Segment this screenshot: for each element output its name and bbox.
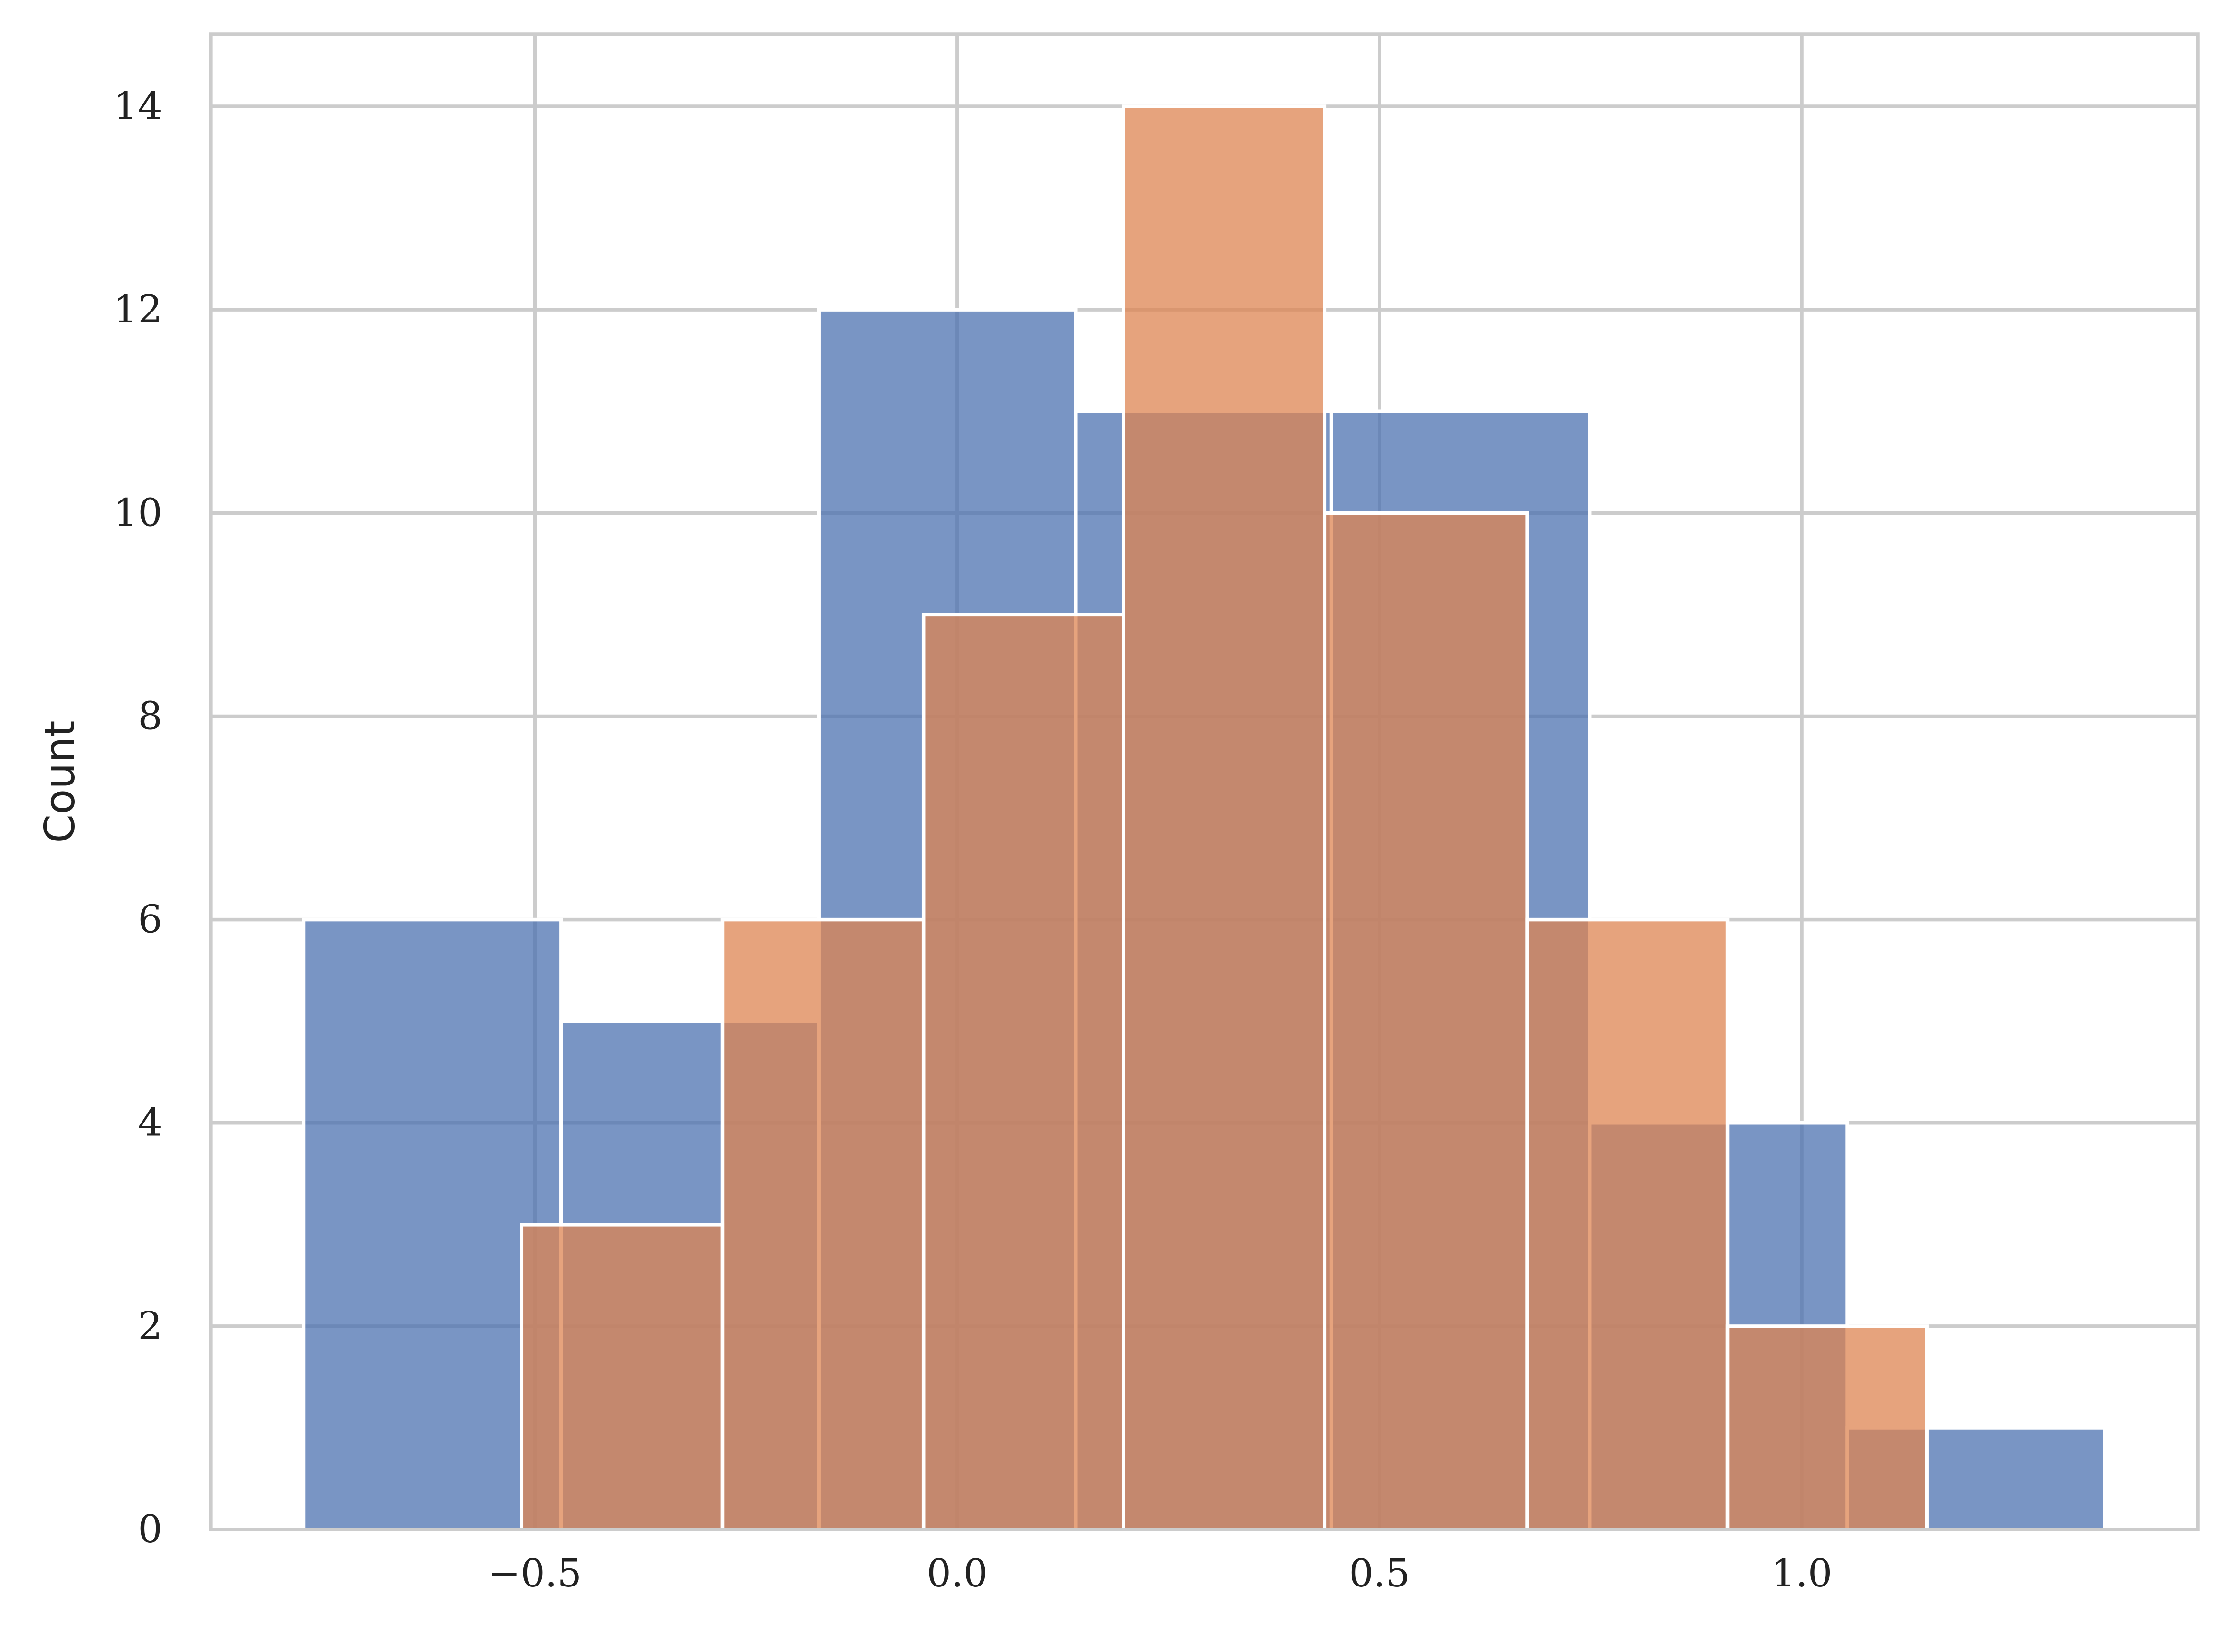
histogram-bar-series-2 xyxy=(720,917,926,1531)
x-tick-label: 0.0 xyxy=(927,1551,988,1596)
y-tick-label: 6 xyxy=(138,897,162,942)
y-axis-label: Count xyxy=(36,720,84,843)
histogram-bar-series-2 xyxy=(520,1223,725,1531)
y-tick-label: 10 xyxy=(113,491,162,535)
y-tick-label: 2 xyxy=(138,1304,162,1349)
histogram-bar-series-2 xyxy=(1525,917,1730,1531)
plot-frame xyxy=(209,32,2200,1531)
histogram-bar-series-2 xyxy=(1122,104,1327,1531)
y-tick-label: 14 xyxy=(113,84,162,129)
x-tick-label: −0.5 xyxy=(488,1551,582,1596)
y-tick-label: 4 xyxy=(138,1101,162,1145)
y-tick-label: 8 xyxy=(138,694,162,738)
bars xyxy=(302,104,2107,1531)
y-tick-label: 12 xyxy=(113,287,162,332)
y-axis: 0 2 4 6 8 10 12 14 xyxy=(113,84,162,1552)
x-axis: −0.5 0.0 0.5 1.0 xyxy=(488,1551,1832,1596)
histogram-bar-series-2 xyxy=(921,613,1125,1531)
histogram-bar-series-2 xyxy=(1323,511,1529,1531)
x-tick-label: 0.5 xyxy=(1349,1551,1410,1596)
x-tick-label: 1.0 xyxy=(1771,1551,1833,1596)
histogram-bar-series-1 xyxy=(302,917,563,1531)
y-tick-label: 0 xyxy=(138,1507,162,1552)
histogram-bar-series-2 xyxy=(1725,1324,1929,1531)
